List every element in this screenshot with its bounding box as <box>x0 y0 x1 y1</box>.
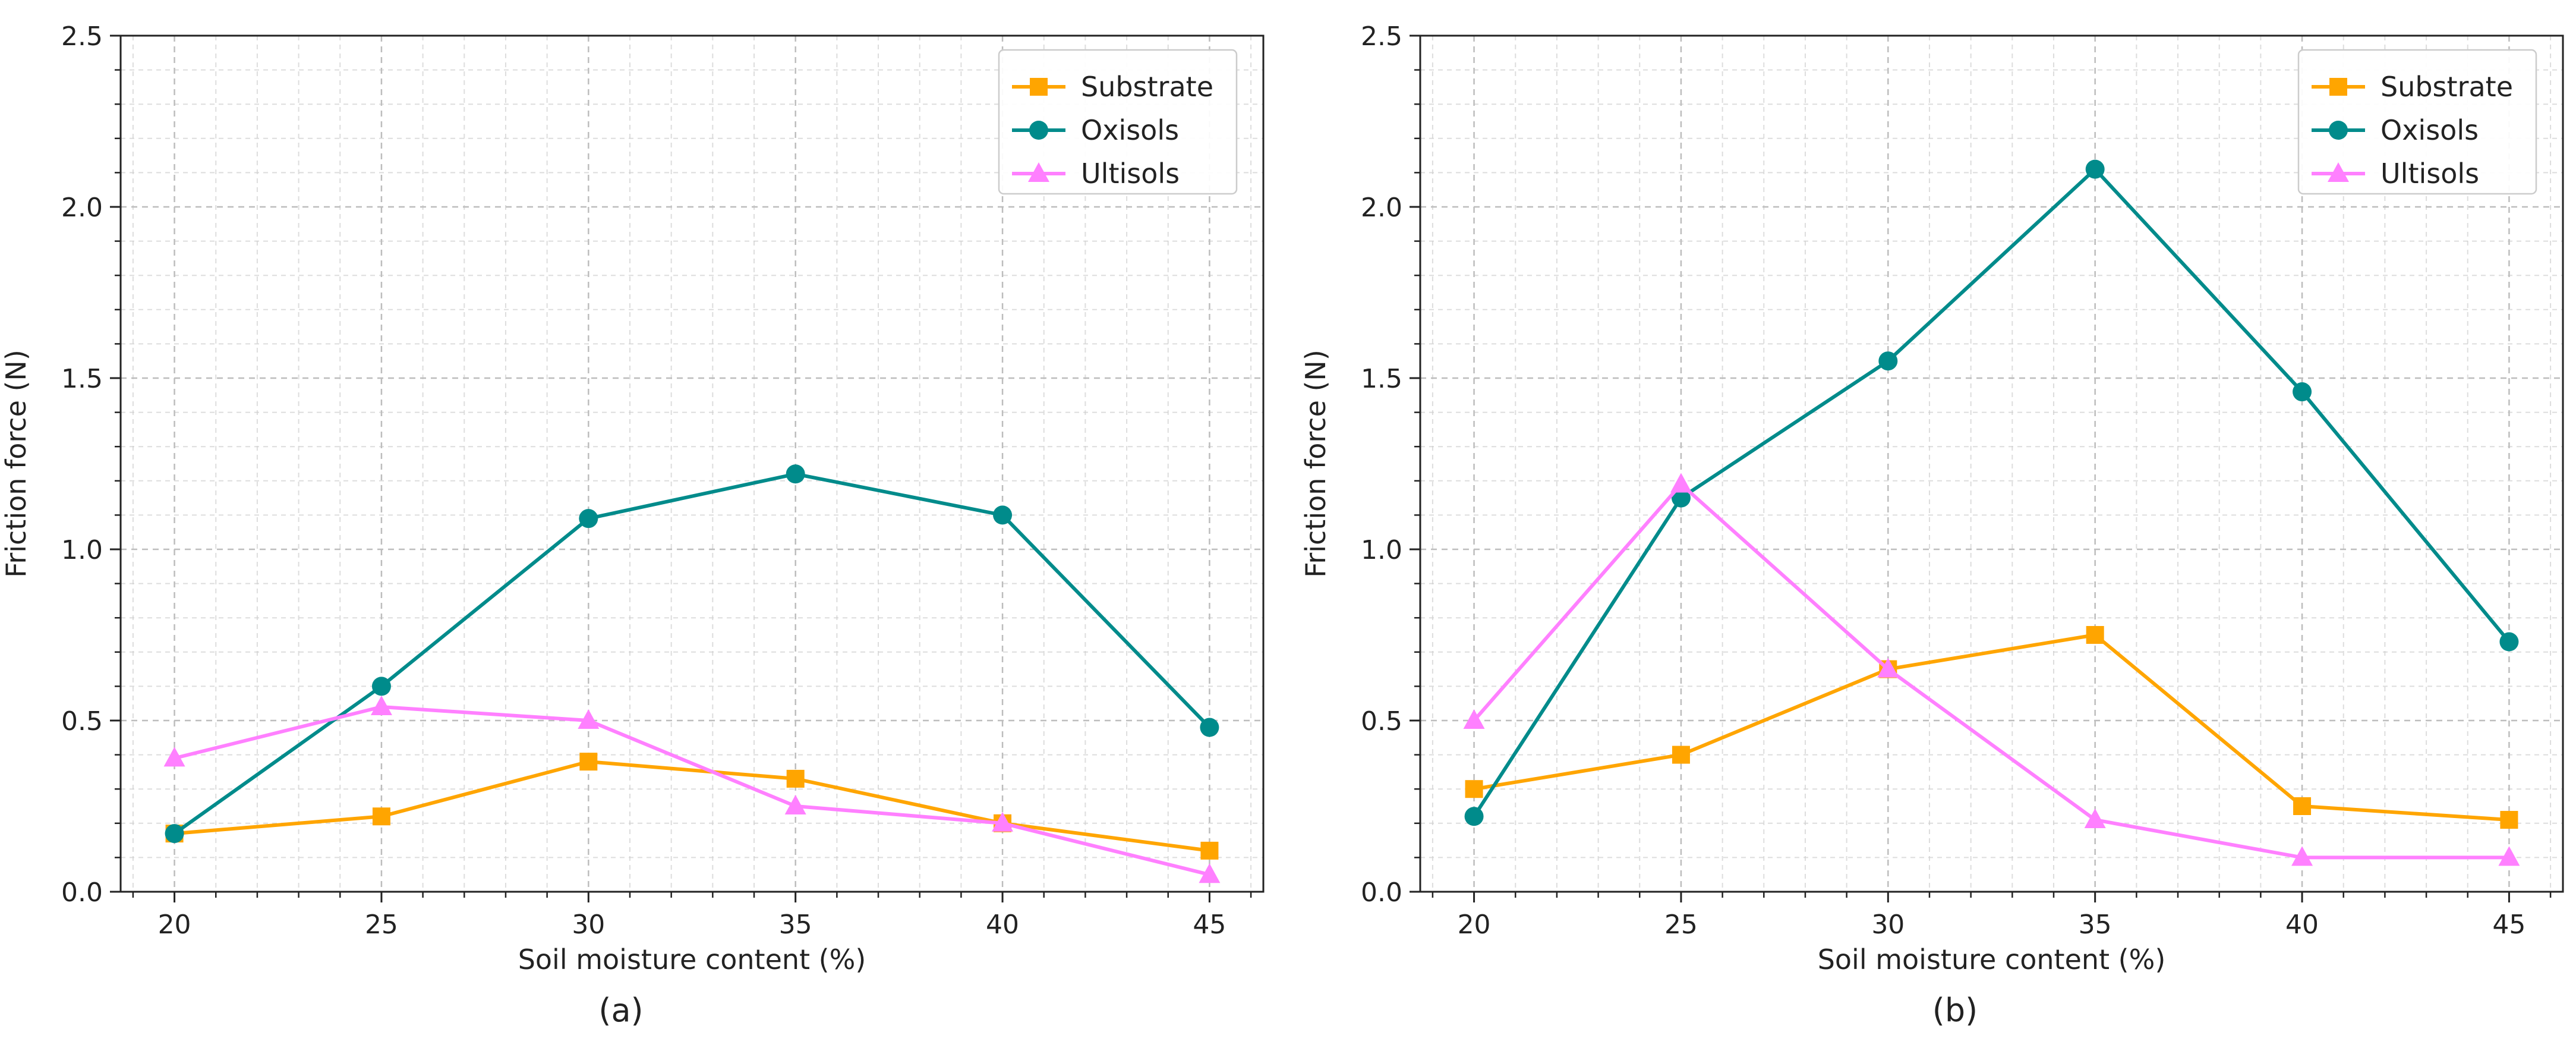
data-point-substrate <box>1465 780 1483 798</box>
x-tick-label: 35 <box>2079 910 2112 940</box>
series-line-ultisols <box>174 704 1210 877</box>
x-tick-label: 40 <box>986 910 1019 940</box>
data-point-ultisols <box>1877 658 1899 678</box>
data-point-oxisols <box>1464 807 1484 826</box>
legend-marker-oxisols <box>2329 121 2348 140</box>
data-point-ultisols <box>370 695 392 715</box>
data-point-substrate <box>2086 626 2104 644</box>
x-tick-label: 35 <box>779 910 812 940</box>
data-point-oxisols <box>1671 488 1691 508</box>
data-point-oxisols <box>371 677 391 696</box>
y-tick-label: 1.5 <box>61 364 103 394</box>
data-point-oxisols <box>1878 351 1898 371</box>
y-tick-label: 2.5 <box>1361 21 1402 52</box>
legend-marker-ultisols <box>2328 162 2349 182</box>
legend-marker-ultisols <box>1028 162 1049 182</box>
chart-panel-1: 20 25 30 35 40 45 0.0 0.5 1.0 1.5 2.0 2.5 Soil moist… <box>0 21 1265 1029</box>
legend: Substrate Oxisols Ultisols <box>998 49 1238 195</box>
series-line-ultisols <box>1473 482 2509 860</box>
series-ultisols <box>1463 473 2520 866</box>
legend-label-oxisols: Oxisols <box>1081 114 1179 146</box>
data-point-substrate <box>1672 746 1690 764</box>
y-tick-label: 0.5 <box>1361 706 1402 737</box>
series-line-oxisols <box>1473 167 2511 817</box>
plot-frame <box>119 34 1265 893</box>
data-point-ultisols <box>2291 846 2313 866</box>
series-substrate <box>165 753 1219 860</box>
y-tick-label: 1.0 <box>61 535 103 565</box>
data-point-ultisols <box>2498 846 2520 866</box>
data-point-ultisols <box>992 811 1014 832</box>
legend: Substrate Oxisols Ultisols <box>2297 49 2537 195</box>
data-point-ultisols <box>578 709 600 729</box>
data-point-oxisols <box>1200 718 1219 737</box>
data-point-oxisols <box>165 824 184 844</box>
data-point-oxisols <box>993 505 1013 525</box>
series-ultisols <box>163 695 1221 883</box>
series-line-substrate <box>1474 633 2509 822</box>
legend-marker-oxisols <box>1029 121 1048 140</box>
y-tick-label: 2.5 <box>61 21 103 52</box>
data-point-substrate <box>2293 797 2312 815</box>
x-tick-label: 45 <box>1193 910 1226 940</box>
x-tick-label: 25 <box>365 910 398 940</box>
series-line-oxisols <box>173 472 1211 835</box>
y-tick-label: 0.0 <box>1361 877 1402 908</box>
data-point-substrate <box>2500 811 2518 829</box>
legend-label-substrate: Substrate <box>1081 71 1213 103</box>
series-oxisols <box>1464 159 2519 826</box>
panel-caption: (b) <box>1932 992 1978 1029</box>
data-point-oxisols <box>2293 382 2312 402</box>
series-line-substrate <box>174 760 1210 853</box>
series-substrate <box>1465 626 2518 829</box>
legend-label-ultisols: Ultisols <box>1081 158 1180 190</box>
data-point-oxisols <box>786 464 805 484</box>
data-point-oxisols <box>579 509 598 529</box>
data-point-ultisols <box>163 747 185 767</box>
y-tick-label: 1.0 <box>1361 535 1402 565</box>
plot-frame <box>1419 34 2564 893</box>
data-point-ultisols <box>2084 809 2106 829</box>
data-point-substrate <box>1200 841 1219 860</box>
data-point-substrate <box>579 753 598 771</box>
x-axis-title: Soil moisture content (%) <box>518 943 866 976</box>
data-point-substrate <box>786 769 805 788</box>
legend-label-ultisols: Ultisols <box>2380 158 2479 190</box>
data-point-ultisols <box>784 795 806 814</box>
y-axis-title: Friction force (N) <box>0 350 32 578</box>
y-tick-label: 0.5 <box>61 706 103 737</box>
legend-marker-substrate <box>1030 78 1048 96</box>
x-tick-label: 25 <box>1664 910 1698 940</box>
y-tick-label: 1.5 <box>1361 364 1402 394</box>
chart-panel-2: 20 25 30 35 40 45 0.0 0.5 1.0 1.5 2.0 2.5 Soil moist… <box>1300 21 2564 1029</box>
y-tick-label: 2.0 <box>1361 193 1402 223</box>
data-point-oxisols <box>2499 632 2519 652</box>
series-oxisols <box>165 464 1219 844</box>
x-tick-label: 40 <box>2285 910 2319 940</box>
legend-label-substrate: Substrate <box>2380 71 2513 103</box>
y-tick-label: 0.0 <box>61 877 103 908</box>
panel-caption: (a) <box>598 992 643 1029</box>
data-point-ultisols <box>1463 709 1485 729</box>
legend-marker-substrate <box>2329 78 2347 96</box>
x-tick-label: 45 <box>2492 910 2525 940</box>
x-tick-label: 30 <box>572 910 605 940</box>
x-axis-title: Soil moisture content (%) <box>1818 943 2166 976</box>
data-point-ultisols <box>1670 473 1692 493</box>
y-axis-title: Friction force (N) <box>1300 350 1332 578</box>
x-tick-label: 20 <box>1458 910 1491 940</box>
data-point-ultisols <box>1199 863 1221 883</box>
legend-label-oxisols: Oxisols <box>2380 114 2479 146</box>
x-tick-label: 20 <box>158 910 191 940</box>
x-tick-label: 30 <box>1871 910 1905 940</box>
data-point-substrate <box>372 807 390 826</box>
data-point-oxisols <box>2085 159 2105 179</box>
y-tick-label: 2.0 <box>61 193 103 223</box>
